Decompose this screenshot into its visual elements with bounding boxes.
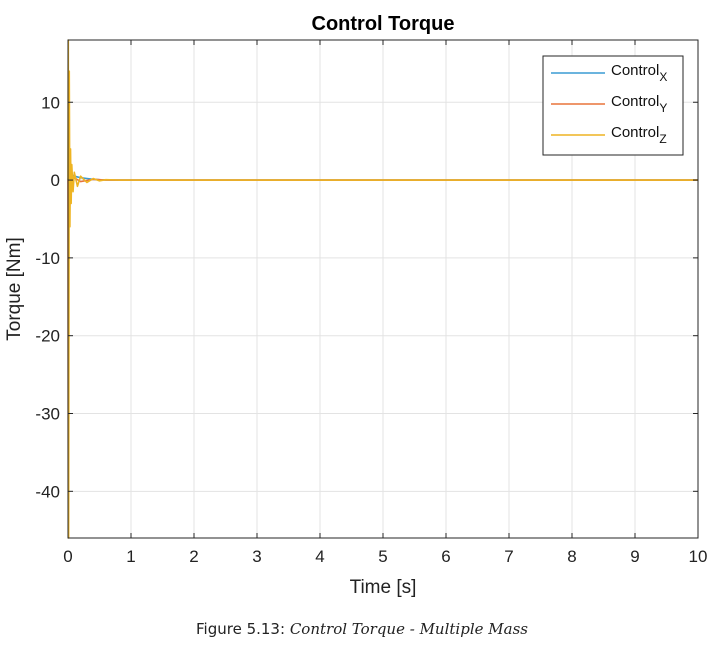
caption-text: Control Torque - Multiple Mass — [289, 620, 528, 638]
legend-label: ControlX — [611, 62, 667, 84]
legend-label-subscript: Y — [659, 101, 667, 115]
x-tick-label: 1 — [126, 547, 135, 566]
x-axis-label: Time [s] — [350, 577, 417, 598]
y-tick-label: -40 — [35, 482, 60, 501]
y-tick-label: -10 — [35, 249, 60, 268]
legend-label: ControlZ — [611, 124, 667, 146]
x-tick-label: 7 — [504, 547, 513, 566]
y-tick-label: -20 — [35, 327, 60, 346]
y-tick-label: -30 — [35, 405, 60, 424]
x-tick-label: 8 — [567, 547, 576, 566]
chart-title: Control Torque — [312, 13, 455, 35]
control-torque-chart: Control Torque 0 1 2 3 4 5 6 7 8 9 10 10 0 -10 -20 -30 -… — [4, 13, 707, 598]
series-lines — [67, 39, 698, 539]
x-tick-label: 4 — [315, 547, 324, 566]
legend-label-subscript: Z — [659, 132, 666, 146]
x-tick-label: 5 — [378, 547, 387, 566]
x-tick-label: 10 — [689, 547, 708, 566]
x-tick-label: 9 — [630, 547, 639, 566]
x-tick-label: 3 — [252, 547, 261, 566]
x-tick-label: 2 — [189, 547, 198, 566]
legend: ControlX ControlY ControlZ — [542, 55, 684, 156]
series-line-control-z — [67, 39, 698, 539]
y-tick-label: 0 — [51, 171, 60, 190]
axis-ticks: 0 1 2 3 4 5 6 7 8 9 10 10 0 -10 -20 -30 -40 — [35, 40, 707, 566]
figure-caption: Figure 5.13: Control Torque - Multiple M… — [0, 620, 724, 638]
legend-label: ControlY — [611, 93, 667, 115]
x-tick-label: 0 — [63, 547, 72, 566]
y-tick-label: 10 — [41, 93, 60, 112]
y-axis-label: Torque [Nm] — [4, 237, 25, 340]
legend-label-subscript: X — [659, 70, 667, 84]
x-tick-label: 6 — [441, 547, 450, 566]
caption-label: Figure 5.13: — [196, 620, 286, 638]
